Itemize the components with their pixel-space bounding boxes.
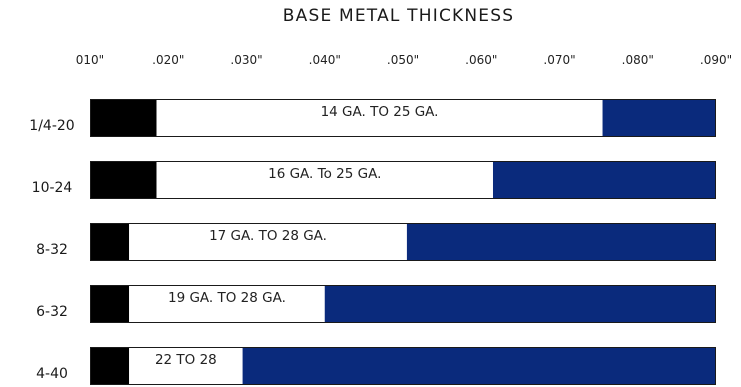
row-label: 6-32 <box>36 304 68 320</box>
range-label: 14 GA. TO 25 GA. <box>321 104 439 120</box>
bar-row: 4-40 22 TO 28 <box>36 347 716 385</box>
bar-valid-range <box>129 347 243 385</box>
range-label: 19 GA. TO 28 GA. <box>168 290 286 306</box>
x-tick-label: .070" <box>543 53 575 67</box>
bar-above-max <box>602 99 716 137</box>
bar-valid-range <box>156 99 603 137</box>
range-label: 22 TO 28 <box>155 352 217 368</box>
bar-below-min <box>90 223 130 261</box>
row-label: 4-40 <box>36 366 68 382</box>
bar-above-max <box>242 347 716 385</box>
row-label: 10-24 <box>32 180 73 196</box>
x-tick-label: .030" <box>230 53 262 67</box>
bar-row: 1/4-20 14 GA. TO 25 GA. <box>29 99 716 137</box>
bar-outline <box>90 347 716 385</box>
bar-outline <box>90 161 716 199</box>
bar-valid-range <box>129 285 325 323</box>
x-tick-label: .090" <box>700 53 732 67</box>
row-label: 8-32 <box>36 242 68 258</box>
bar-above-max <box>492 161 716 199</box>
bar-outline <box>90 285 716 323</box>
bar-below-min <box>90 347 130 385</box>
range-label: 17 GA. TO 28 GA. <box>209 228 327 244</box>
bar-row: 8-32 17 GA. TO 28 GA. <box>36 223 716 261</box>
x-tick-label: .020" <box>152 53 184 67</box>
bar-row: 10-24 16 GA. To 25 GA. <box>32 161 716 199</box>
bar-valid-range <box>156 161 493 199</box>
bar-below-min <box>90 285 130 323</box>
chart-title: BASE METAL THICKNESS <box>282 6 515 26</box>
bar-above-max <box>406 223 716 261</box>
x-tick-label: 010" <box>76 53 104 67</box>
x-tick-label: .040" <box>309 53 341 67</box>
bar-outline <box>90 223 716 261</box>
row-label: 1/4-20 <box>29 118 74 134</box>
bar-valid-range <box>129 223 407 261</box>
x-tick-label: .080" <box>622 53 654 67</box>
bar-row: 6-32 19 GA. TO 28 GA. <box>36 285 716 323</box>
bar-outline <box>90 99 716 137</box>
bar-below-min <box>90 99 157 137</box>
x-tick-label: .060" <box>465 53 497 67</box>
bar-below-min <box>90 161 157 199</box>
x-tick-label: .050" <box>387 53 419 67</box>
range-label: 16 GA. To 25 GA. <box>268 166 381 182</box>
bar-above-max <box>324 285 716 323</box>
